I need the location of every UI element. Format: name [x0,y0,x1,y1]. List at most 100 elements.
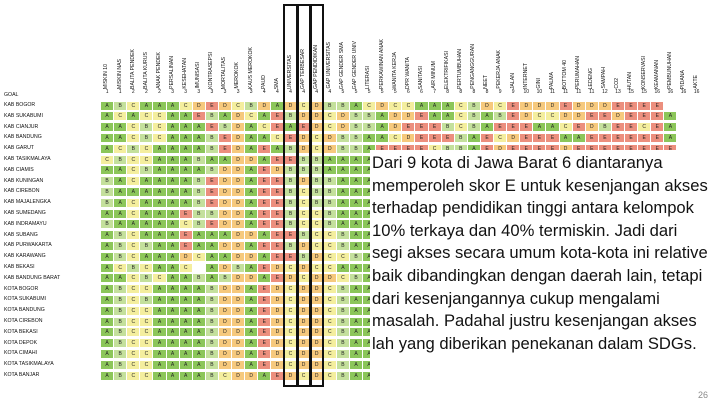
grade-cell: D [271,339,284,348]
grade-cell: C [127,231,140,240]
grade-cell: C [140,328,153,337]
column-header: BALITA PENDEK 2 [127,2,139,98]
grade-cell: D [271,360,284,369]
column-goal-number: 16 [693,89,700,95]
grade-cell: A [258,112,271,121]
grade-cell: E [258,220,271,229]
column-name: KEAMANAN [653,59,660,89]
grade-cell: E [218,133,232,143]
grade-cell: C [297,209,310,218]
grade-cell: A [166,123,179,132]
grade-cell: A [153,371,166,380]
grade-cell: E [205,101,218,110]
column-name: SAMPAH [601,67,608,89]
grade-cell: A [166,155,179,164]
grade-cell: D [218,317,232,326]
region-name: KOTA CIMAHI [4,350,38,357]
region-name: KOTA BANDUNG [4,307,45,314]
column-name: ANAK PENDEK [155,52,162,89]
grade-cell: D [218,360,232,369]
grade-cell: A [166,177,179,186]
grade-cell: A [101,360,114,369]
grade-cell: C [140,155,153,164]
grade-cell: D [258,101,271,110]
grade-cell: D [546,101,559,110]
column-name: PEMBUNUHAN [666,52,673,89]
grade-cell: A [114,220,127,229]
grade-cell: E [480,133,494,143]
grade-cell: B [441,144,454,153]
grade-cell: A [363,177,376,186]
column-header: MISKIN NAS 1 [114,2,126,98]
column-name: GAP UNIVERSITAS [326,42,333,89]
grade-cell: C [179,263,192,272]
column-goal-number: 8 [446,89,450,95]
grade-cell: A [192,231,205,240]
grade-cell: E [572,123,585,132]
grade-cell: D [218,177,232,186]
grade-cell: D [611,112,625,121]
grade-cell: A [101,144,114,153]
grade-cell: E [258,263,271,272]
region-name: KAB CIAMIS [4,166,34,173]
column-goal-number: 5 [341,89,345,95]
grade-cell: A [467,133,480,143]
column-header: PERTUMBUHAN 8 [455,2,467,98]
grade-cell: B [192,274,205,283]
grade-cell: B [297,155,310,164]
grade-cell: E [389,144,402,153]
region-name: KAB BEKASI [4,264,35,270]
grade-cell: D [297,328,310,337]
grade-cell: A [245,144,258,153]
column-header: PIDANA 16 [677,2,689,98]
grade-cell: C [114,144,127,153]
column-goal-number: 4 [328,89,332,95]
grade-cell: C [153,274,166,283]
grade-cell: E [625,123,638,132]
grade-cell: D [232,209,245,218]
grade-cell: B [284,144,297,153]
grade-cell: C [323,241,336,251]
grade-cell: C [284,263,297,272]
grade-cell: C [127,209,140,218]
column-goal-number: 4 [262,89,266,95]
grade-cell: E [179,231,192,240]
grade-cell: A [153,220,166,229]
grade-cell: E [533,133,546,143]
grade-cell: C [127,241,140,251]
grade-cell: C [284,317,297,326]
grade-cell: A [376,112,389,121]
grade-cell: B [205,144,218,153]
grade-cell: A [218,155,232,164]
grade-cell: B [297,231,310,240]
grade-cell: A [245,263,258,272]
region-name: KAB SUKABUMI [4,112,43,119]
grade-cell: B [205,306,218,315]
grade-cell: B [323,177,336,186]
grade-cell: B [441,123,454,132]
grade-cell: E [651,112,664,121]
grade-cell: D [245,252,258,261]
grade-cell [677,101,690,110]
grade-cell: A [376,123,389,132]
grade-cell: D [232,317,245,326]
grade-cell: E [258,317,271,326]
grade-cell: B [323,187,336,197]
grade-cell: A [363,166,376,175]
grade-cell: C [245,112,258,121]
grade-cell: D [218,306,232,315]
grade-cell: A [349,263,363,272]
grade-cell: E [205,123,218,132]
grade-cell: B [284,166,297,175]
grade-cell: A [349,371,363,380]
grade-cell: A [218,252,232,261]
grade-cell: E [651,101,664,110]
grade-cell: A [480,123,494,132]
grade-cell: B [205,285,218,294]
column-header: PEMBUNUHAN 16 [664,2,676,98]
grade-cell: E [664,144,677,153]
column-goal-number: 1 [105,89,109,95]
grade-cell: D [232,198,245,207]
grade-cell: B [127,144,140,153]
grade-cell: D [323,274,336,283]
